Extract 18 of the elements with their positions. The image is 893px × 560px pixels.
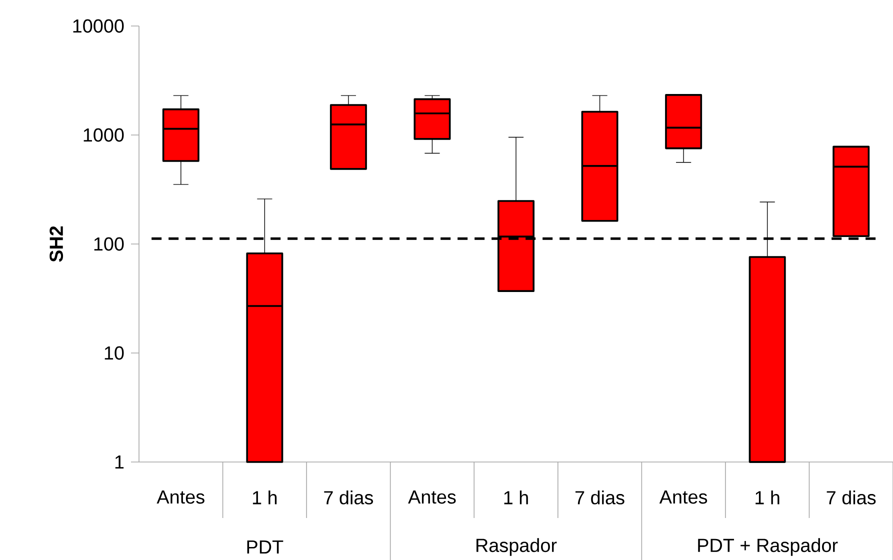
x-tick-label: 7 dias	[324, 490, 373, 504]
x-tick-label: 1 h	[504, 490, 528, 504]
y-tick-label: 10	[104, 346, 124, 360]
x-tick-label: 7 dias	[575, 490, 624, 504]
text: Raspador	[476, 538, 557, 556]
x-tick-label: Antes	[659, 490, 708, 504]
y-tick-label: 10000	[73, 19, 124, 33]
y-tick-label: 1	[115, 455, 124, 469]
y-tick-label: 100	[94, 237, 124, 251]
x-tick-label: 1 h	[756, 490, 780, 504]
text: PDT	[247, 540, 284, 554]
x-tick-label: 7 dias	[826, 490, 876, 504]
y-axis-title: SH2	[50, 226, 64, 262]
x-tick-label: 1 h	[252, 490, 277, 504]
x-tick-label: Antes	[156, 490, 204, 504]
text: PDT + Raspador	[698, 538, 838, 556]
x-tick-label: Antes	[408, 490, 456, 504]
y-tick-label: 1000	[84, 128, 124, 142]
